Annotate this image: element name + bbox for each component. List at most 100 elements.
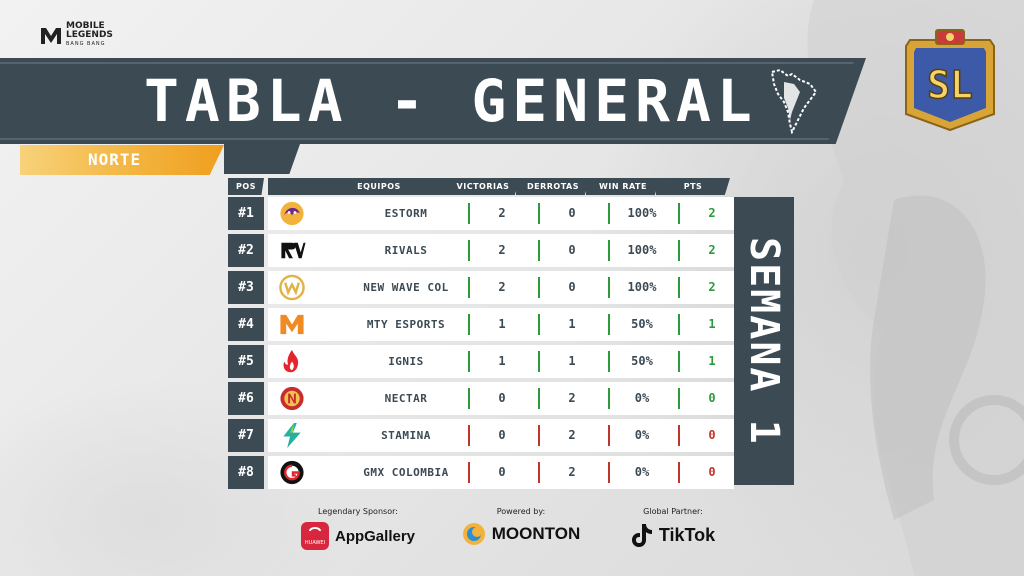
rivals-rv-icon xyxy=(281,242,306,259)
wins-cell: 2 xyxy=(498,243,506,257)
table-body: #1 ESTORM 2 0 100% 2 #2 RIVALS 2 0 100% 2 #3 NEW WAVE… xyxy=(228,197,794,489)
column-separator xyxy=(538,314,540,335)
column-separator xyxy=(678,203,680,224)
sponsor-appgallery: Legendary Sponsor: HUAWEI AppGallery xyxy=(300,507,416,550)
week-panel xyxy=(734,197,794,485)
svg-text:SL: SL xyxy=(927,63,973,107)
table-row: #3 NEW WAVE COL 2 0 100% 2 xyxy=(228,271,794,304)
title-banner xyxy=(0,58,866,144)
pts-cell: 0 xyxy=(708,391,716,405)
tiktok-icon xyxy=(631,524,652,547)
south-america-map-icon xyxy=(770,68,818,134)
region-tab-label: NORTE xyxy=(88,150,142,169)
column-separator xyxy=(468,425,470,446)
column-separator xyxy=(608,425,610,446)
region-tab-norte[interactable]: NORTE xyxy=(20,145,224,175)
table-row: #5 IGNIS 1 1 50% 1 xyxy=(228,345,794,378)
pts-cell: 2 xyxy=(708,206,716,220)
column-separator xyxy=(608,203,610,224)
winrate-cell: 50% xyxy=(631,354,653,368)
pts-cell: 1 xyxy=(708,354,716,368)
column-separator xyxy=(468,351,470,372)
page-title: TABLA - GENERAL xyxy=(144,67,758,135)
column-separator xyxy=(608,277,610,298)
week-label: SEMANA 1 xyxy=(741,236,787,446)
team-name: IGNIS xyxy=(388,355,424,368)
pos-cell: #8 xyxy=(228,456,264,489)
pos-cell: #6 xyxy=(228,382,264,415)
row-body: RIVALS 2 0 100% 2 xyxy=(268,234,750,267)
hero-artwork xyxy=(807,0,1024,576)
winrate-cell: 0% xyxy=(634,428,650,442)
huawei-appgallery-icon: HUAWEI xyxy=(300,522,329,550)
column-separator xyxy=(538,240,540,261)
title-banner-stripe xyxy=(0,62,854,140)
wins-cell: 2 xyxy=(498,206,506,220)
column-separator xyxy=(678,462,680,483)
team-name: NECTAR xyxy=(384,392,428,405)
pos-cell: #2 xyxy=(228,234,264,267)
table-header: POS EQUIPOS VICTORIAS DERROTAS WIN RATE … xyxy=(228,178,794,195)
column-separator xyxy=(678,351,680,372)
sponsor-label: Legendary Sponsor: xyxy=(318,507,398,516)
column-separator xyxy=(678,240,680,261)
team-name: NEW WAVE COL xyxy=(363,281,449,294)
header-pts: PTS xyxy=(656,178,730,195)
team-name: MTY ESPORTS xyxy=(366,318,446,331)
column-separator xyxy=(678,388,680,409)
column-separator xyxy=(538,203,540,224)
wins-cell: 0 xyxy=(498,465,506,479)
winrate-cell: 0% xyxy=(634,465,650,479)
sponsor-label: Global Partner: xyxy=(643,507,703,516)
winrate-cell: 100% xyxy=(627,280,657,294)
pts-cell: 0 xyxy=(708,428,716,442)
winrate-cell: 100% xyxy=(627,243,657,257)
losses-cell: 2 xyxy=(568,465,576,479)
wins-cell: 1 xyxy=(498,317,506,331)
winrate-cell: 50% xyxy=(631,317,653,331)
table-row: #8 GMX COLOMBIA 0 2 0% 0 xyxy=(228,456,794,489)
pos-cell: #5 xyxy=(228,345,264,378)
pos-cell: #7 xyxy=(228,419,264,452)
column-separator xyxy=(468,388,470,409)
row-body: NEW WAVE COL 2 0 100% 2 xyxy=(268,271,750,304)
pos-cell: #4 xyxy=(228,308,264,341)
column-separator xyxy=(468,462,470,483)
header-pos: POS xyxy=(228,178,264,195)
team-name: ESTORM xyxy=(384,207,428,220)
column-separator xyxy=(608,314,610,335)
wins-cell: 2 xyxy=(498,280,506,294)
logo-sub: BANG BANG xyxy=(66,41,106,47)
losses-cell: 1 xyxy=(568,354,576,368)
logo-line1: MOBILE xyxy=(66,21,105,31)
column-separator xyxy=(468,277,470,298)
wins-cell: 1 xyxy=(498,354,506,368)
team-name: STAMINA xyxy=(381,429,431,442)
sponsor-label: Powered by: xyxy=(496,507,546,516)
ml-emblem-icon xyxy=(41,27,61,44)
header-winrate: WIN RATE xyxy=(586,178,660,195)
header-wins: VICTORIAS xyxy=(446,178,520,195)
losses-cell: 0 xyxy=(568,243,576,257)
losses-cell: 0 xyxy=(568,280,576,294)
column-separator xyxy=(538,351,540,372)
sponsor-name: AppGallery xyxy=(334,527,416,545)
row-body: MTY ESPORTS 1 1 50% 1 xyxy=(268,308,750,341)
pts-cell: 0 xyxy=(708,465,716,479)
table-row: #7 STAMINA 0 2 0% 0 xyxy=(228,419,794,452)
mobile-legends-logo: MOBILE LEGENDS BANG BANG xyxy=(40,22,113,49)
table-row: #1 ESTORM 2 0 100% 2 xyxy=(228,197,794,230)
losses-cell: 1 xyxy=(568,317,576,331)
column-separator xyxy=(678,425,680,446)
column-separator xyxy=(608,462,610,483)
sponsor-tiktok: Global Partner: TikTok xyxy=(618,507,728,548)
losses-cell: 2 xyxy=(568,428,576,442)
column-separator xyxy=(468,203,470,224)
ignis-flame-icon xyxy=(283,349,299,373)
column-separator xyxy=(468,240,470,261)
estorm-snake-icon xyxy=(280,201,304,226)
sl-league-badge-icon: SL xyxy=(905,29,995,132)
sponsor-name: MOONTON xyxy=(491,524,581,543)
row-body: ESTORM 2 0 100% 2 xyxy=(268,197,750,230)
header-losses: DERROTAS xyxy=(516,178,590,195)
